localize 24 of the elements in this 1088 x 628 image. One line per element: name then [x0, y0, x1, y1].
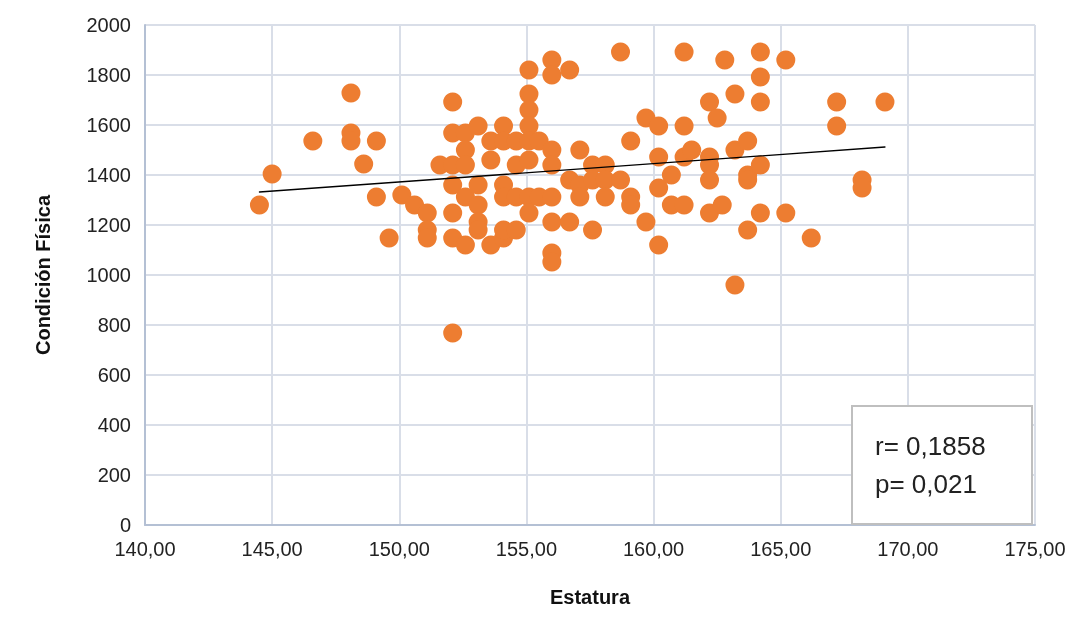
y-tick-label: 600	[97, 364, 131, 386]
y-tick-label: 1600	[86, 114, 131, 136]
x-tick-label: 175,00	[1004, 538, 1066, 560]
x-tick-label: 140,00	[114, 538, 176, 560]
x-tick-label: 150,00	[368, 538, 430, 560]
x-axis-title: Estatura	[549, 586, 631, 608]
x-tick-label: 165,00	[750, 538, 812, 560]
y-tick-label: 1400	[86, 164, 131, 186]
annotation: r= 0,1858	[875, 430, 987, 463]
annotation: p= 0,021	[875, 468, 978, 501]
x-tick-label: 170,00	[877, 538, 939, 560]
x-tick-label: 155,00	[495, 538, 558, 560]
y-tick-label: 1000	[86, 264, 131, 286]
y-tick-label: 800	[97, 314, 131, 336]
x-tick-label: 160,00	[622, 538, 685, 560]
y-tick-label: 200	[97, 464, 131, 486]
y-tick-label: 1200	[86, 214, 131, 236]
y-tick-label: 2000	[86, 14, 131, 36]
y-tick-label: 400	[97, 414, 131, 436]
y-axis-title: Condición Física	[32, 194, 54, 356]
x-tick-label: 145,00	[241, 538, 303, 560]
note-box: r= 0,1858 p= 0,021	[851, 405, 1033, 525]
y-tick-label: 1800	[86, 64, 131, 86]
y-tick-label: 0	[119, 514, 131, 536]
